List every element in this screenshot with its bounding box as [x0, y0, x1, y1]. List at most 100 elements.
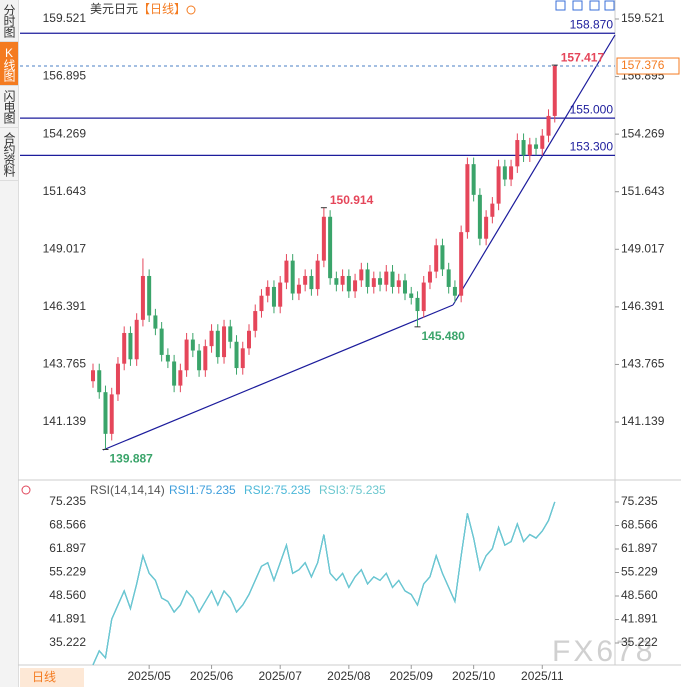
- candle-body: [259, 295, 264, 312]
- sidebar-tab[interactable]: 合约资料: [0, 128, 18, 181]
- y-tick-label: 159.521: [43, 11, 87, 25]
- candle-body: [321, 216, 326, 261]
- y-tick-label: 146.391: [43, 299, 87, 313]
- candle-body: [209, 330, 214, 347]
- candle-body: [409, 293, 414, 298]
- candle-body: [128, 332, 133, 360]
- low-label: 145.480: [421, 329, 465, 343]
- legend-entry: RSI3:75.235: [319, 483, 386, 497]
- horizontal-line-label: 153.300: [570, 140, 614, 154]
- y-tick-label: 35.222: [621, 635, 658, 649]
- candle-body: [147, 275, 152, 316]
- rsi-line: [92, 501, 556, 666]
- candle-body: [91, 370, 95, 382]
- candle-body: [421, 282, 426, 312]
- candle-body: [534, 144, 539, 149]
- candle-body: [340, 275, 345, 285]
- icon[interactable]: [604, 0, 615, 11]
- candle-body: [103, 392, 108, 434]
- y-tick-label: 151.643: [621, 184, 665, 198]
- candle-body: [247, 330, 251, 349]
- sidebar-tab[interactable]: 分时图: [0, 0, 18, 42]
- x-tick-label: 2025/06: [190, 669, 234, 683]
- candle-body: [527, 144, 532, 156]
- candle-body: [390, 271, 395, 287]
- candle-body: [434, 245, 439, 272]
- high-label: 157.417: [561, 50, 605, 64]
- candle-body: [190, 339, 195, 351]
- candle-body: [546, 115, 551, 136]
- horizontal-line-label: 155.000: [570, 102, 614, 116]
- period-button-bg[interactable]: [20, 668, 84, 687]
- candle-body: [222, 326, 227, 358]
- candle-body: [328, 216, 333, 279]
- y-tick-label: 146.391: [621, 299, 665, 313]
- y-tick-label: 141.139: [43, 414, 87, 428]
- x-tick-label: 2025/09: [390, 669, 434, 683]
- toolbar-icons: [555, 0, 615, 11]
- candle-body: [452, 286, 457, 296]
- candle-body: [315, 260, 320, 290]
- candle-body: [159, 328, 164, 355]
- last-price-tag: [616, 57, 680, 75]
- high-label: 150.914: [330, 193, 374, 207]
- y-tick-label: 48.560: [49, 588, 86, 602]
- candle-body: [490, 203, 495, 217]
- period-button[interactable]: 日线: [32, 670, 56, 684]
- candle-body: [484, 216, 489, 239]
- x-tick-label: 2025/07: [259, 669, 303, 683]
- chart-title: 美元日元: [90, 2, 138, 16]
- candle-body: [178, 370, 183, 386]
- watermark: FX678: [552, 635, 655, 668]
- candle-body: [384, 271, 389, 285]
- candle-body: [353, 280, 358, 292]
- x-tick-label: 2025/11: [521, 669, 564, 683]
- candle-body: [403, 280, 407, 294]
- candle-body: [427, 271, 432, 283]
- trend-line: [102, 304, 454, 451]
- sidebar: 分时图 K线图 闪电图 合约资料: [0, 0, 19, 687]
- candle-body: [309, 275, 314, 290]
- y-tick-label: 55.229: [49, 565, 86, 579]
- icon[interactable]: [555, 0, 566, 11]
- icon[interactable]: [589, 0, 600, 11]
- period-label: 【日线】: [138, 2, 186, 16]
- y-tick-label: 156.895: [43, 69, 87, 83]
- y-tick-label: 75.235: [621, 494, 658, 508]
- candle-body: [334, 278, 339, 285]
- candle-body: [278, 282, 283, 307]
- candle-body: [97, 370, 102, 393]
- legend-entry: RSI1:75.235: [169, 483, 236, 497]
- y-tick-label: 35.222: [49, 635, 86, 649]
- y-tick-label: 149.017: [621, 241, 665, 255]
- add-icon[interactable]: [186, 5, 196, 15]
- sidebar-tab[interactable]: 闪电图: [0, 86, 18, 128]
- candle-body: [234, 341, 239, 369]
- candle-body: [303, 275, 308, 285]
- x-tick-label: 2025/05: [127, 669, 171, 683]
- trend-line: [452, 34, 616, 306]
- y-tick-label: 55.229: [621, 565, 658, 579]
- candle-body: [446, 269, 451, 287]
- candle-body: [197, 350, 202, 371]
- y-tick-label: 151.643: [43, 184, 87, 198]
- candle-body: [440, 245, 445, 270]
- candle-body: [115, 363, 120, 395]
- candle-body: [396, 280, 401, 287]
- y-tick-label: 75.235: [49, 494, 86, 508]
- indicator-title: RSI(14,14,14): [90, 483, 165, 497]
- settings-icon[interactable]: [21, 485, 31, 495]
- y-tick-label: 68.566: [49, 518, 86, 532]
- candle-body: [290, 260, 295, 294]
- y-tick-label: 68.566: [621, 518, 658, 532]
- icon[interactable]: [572, 0, 583, 11]
- candle-body: [109, 394, 114, 434]
- y-tick-label: 154.269: [621, 126, 665, 140]
- candle-body: [346, 275, 351, 292]
- sidebar-tab[interactable]: K线图: [0, 42, 18, 86]
- candle-body: [228, 326, 233, 342]
- candle-body: [203, 346, 208, 371]
- horizontal-line-label: 158.870: [570, 17, 614, 31]
